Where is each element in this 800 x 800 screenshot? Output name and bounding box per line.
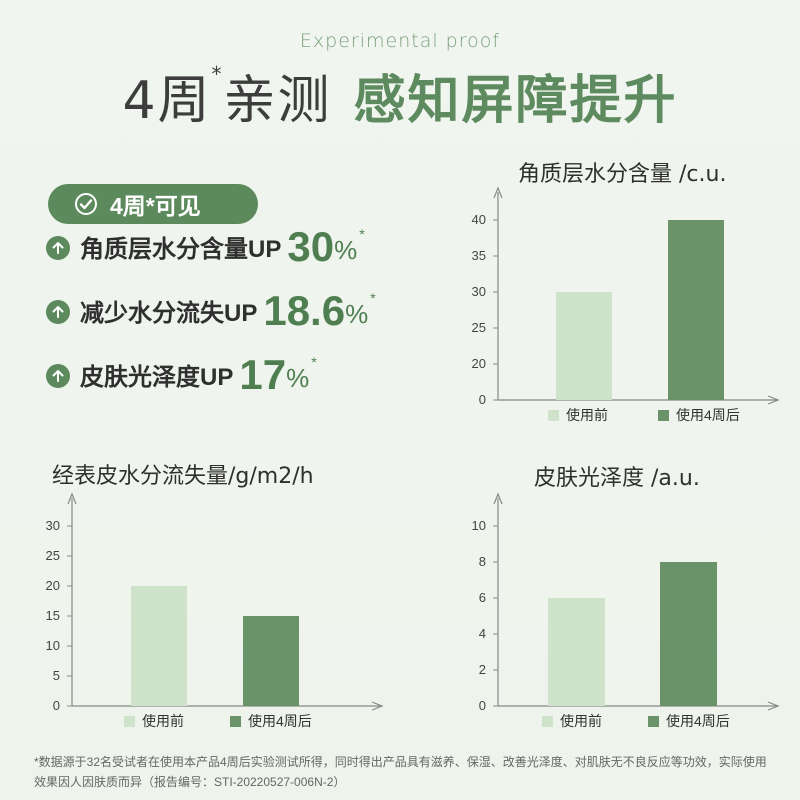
arrow-up-icon [46, 364, 70, 388]
claim-unit: % [334, 235, 358, 265]
y-tick-label: 8 [479, 554, 486, 569]
x-axis-arrow [767, 701, 780, 711]
claim-water-loss: 减少水分流失UP 18.6 % * [46, 290, 376, 332]
legend-label: 使用前 [142, 713, 184, 729]
claim-label: 减少水分流失UP [80, 300, 258, 327]
claim-unit: % [345, 299, 369, 329]
bar-before [556, 292, 612, 400]
legend-swatch [548, 410, 559, 421]
y-tick-label: 0 [479, 698, 486, 713]
weeks-badge: 4周*可见 [48, 184, 258, 224]
page-title: 4周*亲测 感知屏障提升 [0, 58, 800, 133]
claim-value: 30 [287, 223, 335, 270]
claim-unit: % [286, 363, 310, 393]
bar-after [660, 562, 717, 706]
legend-label: 使用4周后 [676, 407, 740, 423]
y-tick-label: 10 [46, 638, 60, 653]
legend-label: 使用前 [560, 713, 602, 729]
title-rest: 亲测 [223, 71, 332, 131]
legend-swatch [542, 716, 553, 727]
legend-swatch [230, 716, 241, 727]
bar-after [243, 616, 299, 706]
badge-label: 4周*可见 [110, 193, 201, 219]
chart-title-tewl: 经表皮水分流失量/g/m2/h [52, 464, 314, 489]
claim-asterisk: * [359, 226, 365, 242]
claim-label: 皮肤光泽度UP [80, 364, 234, 391]
title-main: 4周 [122, 71, 212, 131]
bar-before [131, 586, 187, 706]
legend-label: 使用4周后 [666, 713, 730, 729]
y-tick-label: 10 [472, 518, 486, 533]
x-axis-arrow [767, 395, 780, 405]
chart-gloss: 0 2 4 6 8 10 使用前 使用4周后 [472, 492, 780, 729]
chart-hydration: 0 20 25 30 35 40 使用前 使用4周后 [472, 186, 780, 423]
y-tick-label: 25 [472, 320, 486, 335]
y-axis-arrow [493, 492, 503, 505]
claim-label: 角质层水分含量UP [80, 236, 282, 263]
y-tick-label: 30 [472, 284, 486, 299]
chart-title-hydration: 角质层水分含量 /c.u. [518, 162, 727, 187]
claim-asterisk: * [370, 290, 376, 306]
y-axis-arrow [493, 186, 503, 199]
legend-swatch [648, 716, 659, 727]
y-tick-label: 15 [46, 608, 60, 623]
claim-value: 17 [239, 351, 287, 398]
y-tick-label: 20 [46, 578, 60, 593]
claim-value: 18.6 [263, 287, 346, 334]
title-asterisk: * [211, 62, 224, 86]
chart-tewl: 0 5 10 15 20 25 30 使用前 使用4周后 [46, 492, 384, 729]
legend-swatch [658, 410, 669, 421]
check-circle-icon [75, 193, 97, 215]
y-tick-label: 35 [472, 248, 486, 263]
legend-label: 使用4周后 [248, 713, 312, 729]
legend-swatch [124, 716, 135, 727]
bar-before [548, 598, 605, 706]
x-axis-arrow [371, 701, 384, 711]
chart-title-gloss: 皮肤光泽度 /a.u. [534, 466, 700, 491]
y-tick-label: 0 [479, 392, 486, 407]
y-tick-label: 5 [53, 668, 60, 683]
y-tick-label: 0 [53, 698, 60, 713]
legend-label: 使用前 [566, 407, 608, 423]
y-axis-arrow [67, 492, 77, 505]
arrow-up-icon [46, 236, 70, 260]
y-tick-label: 25 [46, 548, 60, 563]
claim-gloss: 皮肤光泽度UP 17 % * [46, 354, 317, 396]
arrow-up-icon [46, 300, 70, 324]
page-subtitle: Experimental proof [299, 30, 501, 52]
claim-asterisk: * [311, 354, 317, 370]
claim-hydration: 角质层水分含量UP 30 % * [46, 226, 365, 268]
y-tick-label: 20 [472, 356, 486, 371]
bar-after [668, 220, 724, 400]
footnote: *数据源于32名受试者在使用本产品4周后实验测试所得，同时得出产品具有滋养、保湿… [34, 755, 767, 789]
y-tick-label: 40 [472, 212, 486, 227]
y-tick-label: 4 [479, 626, 486, 641]
y-tick-label: 6 [479, 590, 486, 605]
title-accent: 感知屏障提升 [353, 71, 678, 131]
y-tick-label: 2 [479, 662, 486, 677]
y-tick-label: 30 [46, 518, 60, 533]
